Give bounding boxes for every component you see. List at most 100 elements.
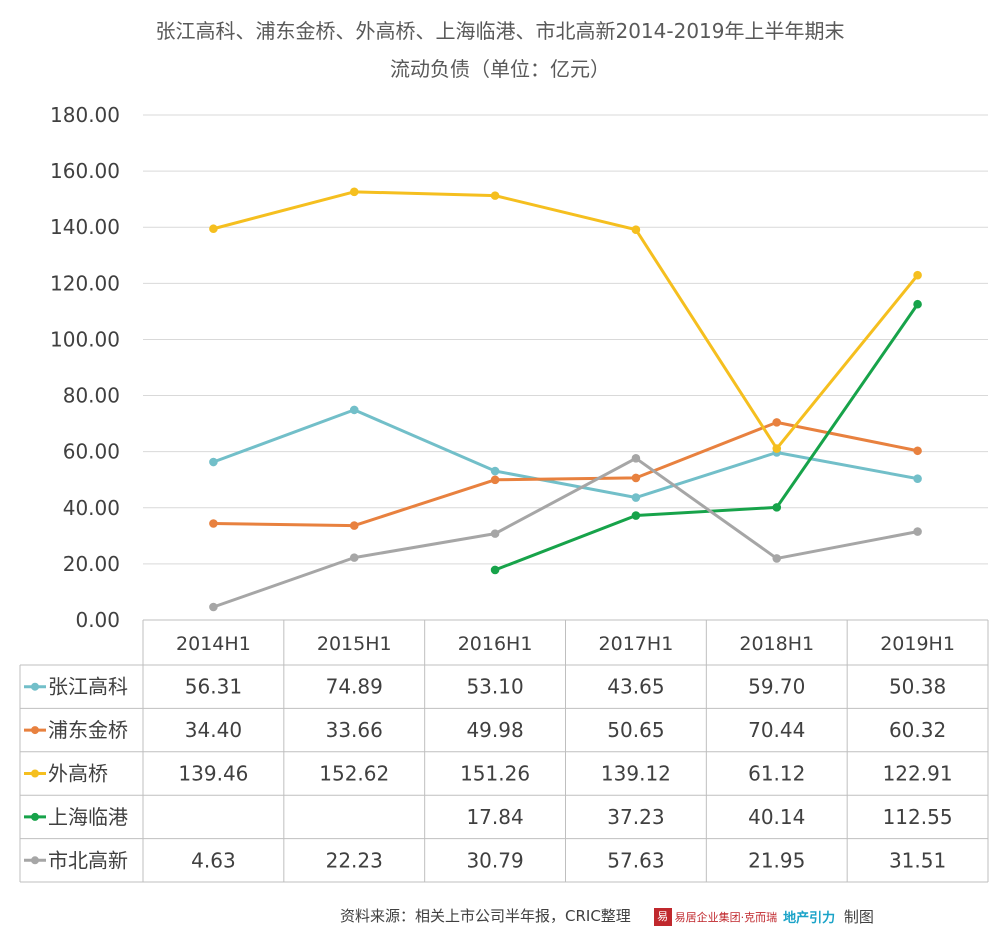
data-point — [913, 474, 922, 483]
gridlines — [143, 114, 988, 565]
data-point — [490, 466, 500, 476]
legend-key-marker — [31, 682, 39, 691]
data-point — [209, 519, 218, 528]
table-cell-value: 139.46 — [178, 762, 248, 786]
logo-text: 易居企业集团·克而瑞 — [674, 910, 778, 924]
table-cell-value: 74.89 — [326, 675, 383, 699]
table-cell-value: 30.79 — [466, 848, 523, 872]
table-cell-value: 50.65 — [607, 718, 664, 742]
data-point — [913, 299, 922, 309]
publisher-logo: 易易居企业集团·克而瑞 地产引力 — [653, 907, 836, 926]
data-point — [209, 602, 218, 612]
y-tick-label: 180.00 — [50, 103, 120, 127]
legend-key-marker — [31, 769, 39, 778]
data-point — [349, 521, 359, 530]
data-point — [631, 493, 641, 502]
data-point — [490, 475, 500, 485]
data-point — [631, 511, 641, 520]
series-line — [213, 190, 919, 451]
x-category-label: 2018H1 — [739, 633, 814, 655]
table-cell-value: 4.63 — [191, 848, 236, 872]
table-cell-value: 57.63 — [607, 848, 664, 872]
data-point — [490, 191, 500, 200]
table-cell-value: 122.91 — [883, 762, 953, 786]
table-cell-value: 21.95 — [748, 848, 805, 872]
table-cell-value: 37.23 — [607, 805, 664, 829]
chart-title-line2: 流动负债（单位：亿元） — [390, 57, 610, 81]
y-tick-label: 140.00 — [50, 215, 120, 239]
legend-key-marker — [31, 812, 39, 821]
table-cell-value: 43.65 — [607, 675, 664, 699]
table-cell-value: 60.32 — [889, 718, 946, 742]
series-line — [494, 303, 919, 572]
line-chart: 张江高科、浦东金桥、外高桥、上海临港、市北高新2014-2019年上半年期末 流… — [19, 19, 989, 883]
y-tick-label: 20.00 — [63, 552, 120, 576]
table-cell-value: 50.38 — [889, 675, 946, 699]
data-point — [913, 527, 922, 536]
data-point — [209, 224, 218, 234]
table-cell-value: 49.98 — [466, 718, 523, 742]
series-name: 市北高新 — [48, 848, 128, 872]
x-category-label: 2015H1 — [317, 633, 392, 655]
series-name: 浦东金桥 — [48, 718, 128, 742]
logo-text-2: 地产引力 — [783, 911, 836, 926]
y-tick-label: 40.00 — [63, 496, 120, 520]
table-cell-value: 152.62 — [319, 762, 389, 786]
y-tick-label: 80.00 — [63, 384, 120, 408]
data-point — [631, 454, 641, 463]
y-tick-label: 160.00 — [50, 159, 120, 183]
logo-mark-icon: 易 — [653, 907, 672, 926]
data-point — [772, 554, 782, 563]
data-point — [772, 444, 782, 453]
table-cell-value: 34.40 — [185, 718, 242, 742]
table-cell-value: 61.12 — [748, 762, 805, 786]
data-point — [349, 405, 359, 415]
legend-key-marker — [31, 856, 39, 865]
data-point — [349, 187, 359, 197]
table-cell-value: 17.84 — [466, 805, 523, 829]
data-point — [490, 565, 500, 575]
table-cell-value: 22.23 — [326, 848, 383, 872]
table-cell-value: 31.51 — [889, 848, 946, 872]
source-note: 资料来源：相关上市公司半年报，CRIC整理 — [340, 907, 631, 925]
x-category-label: 2016H1 — [458, 633, 533, 655]
table-cell-value: 151.26 — [460, 762, 530, 786]
y-tick-label: 100.00 — [50, 327, 120, 351]
series-lines — [209, 187, 922, 612]
x-category-label: 2017H1 — [599, 633, 674, 655]
series-name: 外高桥 — [48, 762, 108, 786]
made-by-label: 制图 — [843, 908, 874, 926]
data-point — [631, 473, 641, 483]
data-point — [772, 418, 782, 427]
data-point — [349, 553, 359, 562]
table-cell-value: 53.10 — [466, 675, 523, 699]
series-name: 上海临港 — [48, 805, 128, 829]
series-line — [212, 408, 918, 500]
data-point — [490, 529, 500, 538]
table-cell-value: 56.31 — [185, 675, 242, 699]
table-cell-value: 139.12 — [601, 762, 671, 786]
y-tick-label: 0.00 — [75, 608, 120, 632]
data-point — [913, 446, 922, 456]
y-axis-ticks: 0.00 20.00 40.00 60.00 80.00 100.00 120.00 140.… — [50, 103, 120, 632]
data-table: 2014H1 2015H1 2016H1 2017H1 2018H1 2019H1 张江高科… — [19, 619, 989, 883]
series-line — [213, 420, 918, 528]
series-name: 张江高科 — [48, 675, 128, 699]
series-line — [212, 456, 918, 609]
legend-key-marker — [31, 726, 39, 735]
x-category-label: 2014H1 — [176, 633, 251, 655]
table-cell-value: 112.55 — [883, 805, 953, 829]
data-point — [631, 225, 641, 234]
data-point — [913, 270, 922, 280]
table-cell-value: 59.70 — [748, 675, 805, 699]
x-category-label: 2019H1 — [880, 633, 955, 655]
chart-title-line1: 张江高科、浦东金桥、外高桥、上海临港、市北高新2014-2019年上半年期末 — [155, 19, 844, 43]
table-cell-value: 70.44 — [748, 718, 805, 742]
data-point — [209, 457, 218, 467]
table-cell-value: 33.66 — [326, 718, 383, 742]
data-point — [772, 503, 782, 512]
y-tick-label: 120.00 — [50, 271, 120, 295]
footer: 资料来源：相关上市公司半年报，CRIC整理 易易居企业集团·克而瑞 地产引力 制图 — [340, 905, 874, 927]
y-tick-label: 60.00 — [63, 440, 120, 464]
table-cell-value: 40.14 — [748, 805, 805, 829]
